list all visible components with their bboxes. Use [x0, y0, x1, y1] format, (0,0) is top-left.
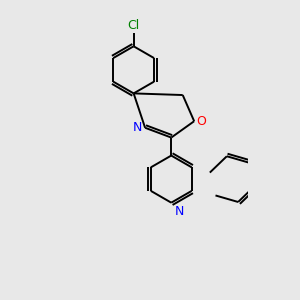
Text: N: N [133, 121, 142, 134]
Text: Cl: Cl [128, 19, 140, 32]
Text: O: O [196, 115, 206, 128]
Text: N: N [175, 205, 184, 218]
